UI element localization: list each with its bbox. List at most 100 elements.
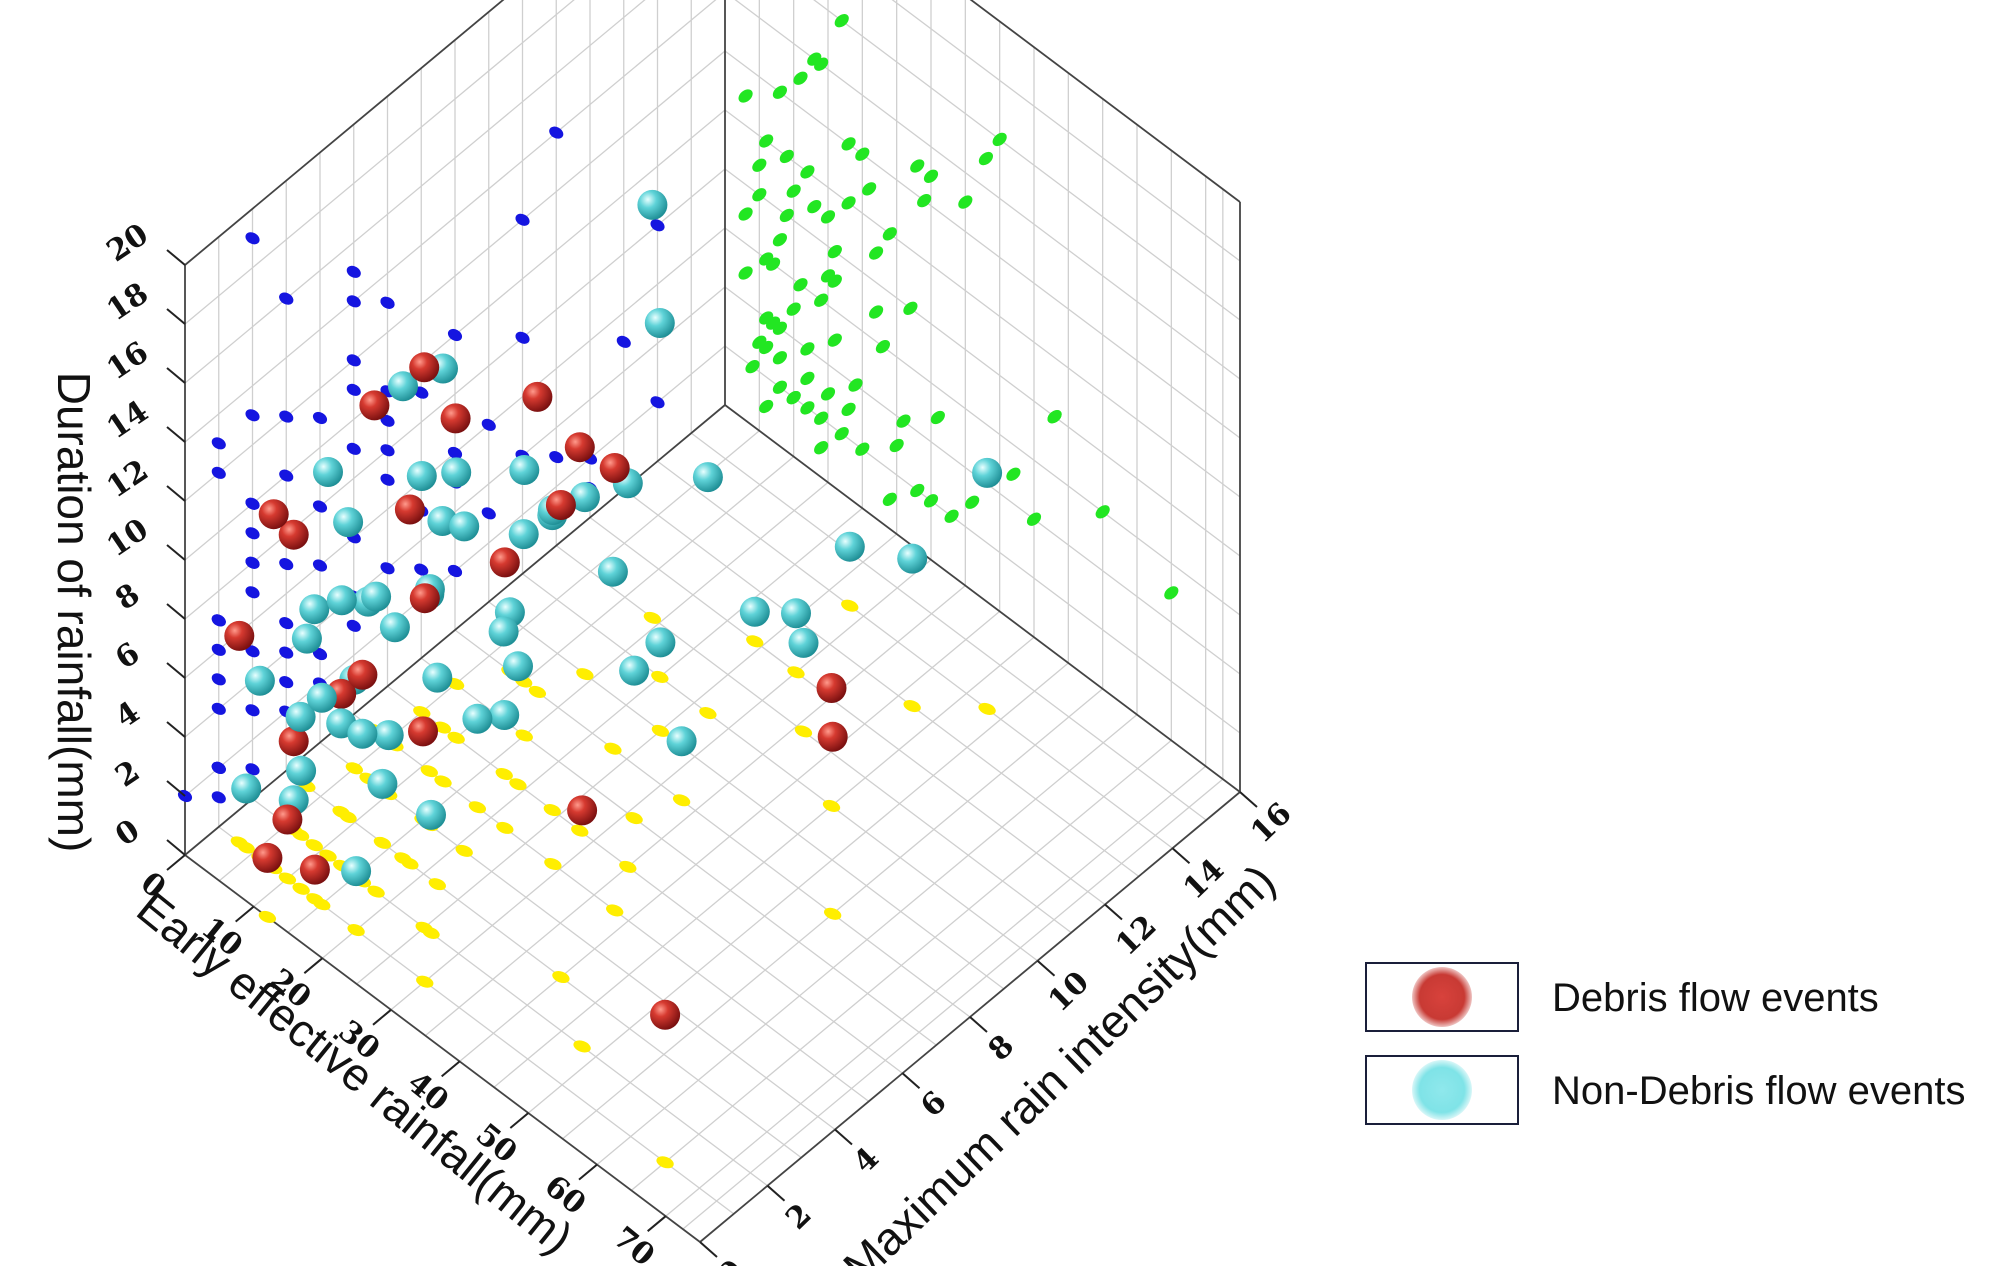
non-debris-flow-point — [373, 720, 404, 751]
floor-grid-line-y — [690, 432, 1207, 821]
non-debris-flow-point — [313, 457, 343, 487]
right-wall-projection-point — [312, 411, 328, 425]
legend: Debris flow events Non-Debris flow event… — [1365, 962, 1966, 1125]
left-wall-projection-point — [752, 188, 767, 202]
non-debris-flow-point — [299, 594, 330, 625]
floor-projection-point — [903, 700, 921, 713]
z-tick — [166, 780, 186, 797]
left-wall-projection-point — [855, 442, 870, 456]
right-wall-projection-point — [312, 647, 328, 661]
floor-projection-point — [422, 926, 440, 939]
right-wall-grid-line-z — [184, 0, 717, 443]
right-wall-projection-point — [245, 232, 260, 245]
left-wall-projection-point — [827, 333, 842, 347]
debris-flow-point — [817, 721, 848, 752]
right-wall-projection-point — [245, 645, 260, 658]
non-debris-flow-point — [326, 585, 357, 616]
floor-projection-point — [278, 872, 297, 885]
z-tick-label: 20 — [101, 217, 155, 269]
z-tick — [166, 839, 186, 856]
z-tick-label: 16 — [101, 335, 155, 387]
floor-projection-point — [544, 857, 562, 871]
floor-projection-point — [495, 767, 513, 780]
projection-right-wall — [177, 126, 665, 804]
debris-flow-point — [394, 494, 425, 525]
right-wall-grid-line-z — [184, 50, 726, 502]
left-wall-projection-point — [759, 134, 774, 148]
left-wall-projection-point — [752, 158, 767, 172]
left-wall-projection-point — [814, 57, 829, 71]
right-wall-grid-line-z — [184, 286, 726, 738]
floor-grid-line-y — [319, 741, 836, 1131]
floor-projection-point — [394, 852, 412, 865]
right-wall-projection-point — [245, 527, 260, 540]
y-tick — [1171, 847, 1191, 864]
floor-projection-point — [606, 904, 624, 917]
left-wall-projection-point — [903, 301, 918, 315]
non-debris-flow-point — [367, 768, 398, 799]
non-debris-flow-point — [666, 726, 697, 757]
floor-projection-point — [619, 860, 637, 873]
right-wall-projection-point — [346, 442, 361, 455]
non-debris-flow-point — [285, 701, 316, 732]
floor-projection-point — [433, 721, 452, 734]
debris-flow-point — [599, 453, 630, 483]
left-wall-projection-point — [875, 340, 890, 354]
floor-projection-point — [841, 599, 859, 612]
non-debris-flow-point — [597, 556, 628, 587]
left-wall-projection-point — [958, 195, 973, 209]
floor-projection-point — [552, 971, 570, 984]
floor-projection-point — [651, 670, 669, 683]
non-debris-flow-point — [509, 455, 540, 485]
right-wall-projection-point — [211, 437, 226, 450]
floor-projection-point — [794, 725, 813, 738]
floor-projection-point — [434, 775, 452, 788]
z-tick — [166, 426, 186, 443]
right-wall-projection-point — [481, 507, 496, 520]
left-wall-projection-point — [772, 351, 787, 365]
right-wall-projection-point — [380, 444, 395, 457]
z-axis-title: Duration of rainfall(mm) — [48, 372, 100, 853]
z-tick — [166, 603, 186, 620]
frame-edge — [969, 0, 1241, 203]
floor-grid-line-y — [488, 601, 1005, 990]
left-wall-grid-line-z — [724, 168, 1241, 557]
non-debris-flow-point — [462, 703, 493, 734]
left-wall-projection-point — [834, 427, 849, 441]
left-wall-projection-point — [827, 244, 842, 259]
x-tick — [647, 1215, 667, 1232]
right-wall-projection-point — [279, 292, 294, 305]
left-wall-projection-point — [820, 269, 836, 283]
non-debris-flow-point — [449, 511, 480, 542]
left-wall-projection-point — [882, 227, 897, 241]
left-wall-projection-point — [965, 495, 980, 509]
right-wall-projection-point — [650, 219, 665, 232]
floor-projection-point — [345, 762, 363, 775]
y-tick-label: 0 — [712, 1253, 751, 1266]
y-tick-label: 8 — [982, 1028, 1021, 1068]
x-tick — [441, 1060, 461, 1078]
right-wall-projection-point — [414, 386, 429, 399]
left-wall-projection-point — [738, 266, 753, 280]
left-wall-projection-point — [869, 305, 884, 319]
left-wall-projection-point — [779, 208, 794, 223]
left-wall-projection-point — [1006, 467, 1021, 481]
floor-projection-point — [339, 811, 357, 824]
left-wall-projection-point — [766, 316, 781, 330]
right-wall-projection-point — [447, 328, 463, 342]
non-debris-flow-point — [972, 457, 1003, 488]
right-wall-projection-point — [211, 791, 226, 804]
left-wall-projection-point — [752, 335, 767, 349]
z-tick-label: 2 — [109, 754, 146, 795]
right-wall-projection-point — [346, 354, 361, 367]
floor-projection-point — [347, 924, 365, 937]
right-wall-projection-point — [346, 383, 361, 396]
floor-projection-point — [373, 836, 392, 849]
non-debris-flow-point — [361, 581, 392, 612]
right-wall-projection-point — [447, 564, 463, 578]
debris-flow-point — [272, 804, 303, 835]
z-tick — [166, 367, 186, 384]
y-tick-label: 2 — [779, 1197, 818, 1237]
debris-flow-point — [409, 352, 440, 383]
